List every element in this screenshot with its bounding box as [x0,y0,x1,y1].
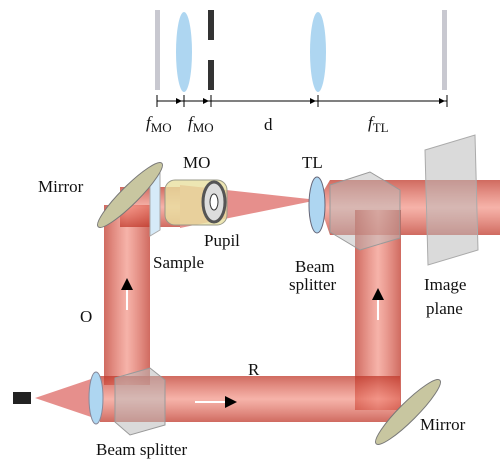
label-mirror: Mirror [38,177,84,196]
label-d: d [264,115,273,134]
components [13,134,479,445]
label-sample: Sample [153,253,204,272]
label-beam-splitter: Beam splitter [96,440,187,459]
label-f-mo: fMO [188,113,214,135]
label-image-plane: plane [426,299,463,318]
label-tl: TL [302,153,323,172]
label-f-tl: fTL [368,113,389,135]
label-reference-beam: R [248,360,260,379]
scheme [155,10,448,107]
label-f-mo: fMO [146,113,172,135]
label-object-beam: O [80,307,92,326]
label-mo: MO [183,153,210,172]
label-mirror: Mirror [420,415,466,434]
label-image-plane: Image [424,275,466,294]
label-pupil: Pupil [204,231,240,250]
label-beam-splitter: splitter [289,275,337,294]
label-beam-splitter: Beam [295,257,335,276]
